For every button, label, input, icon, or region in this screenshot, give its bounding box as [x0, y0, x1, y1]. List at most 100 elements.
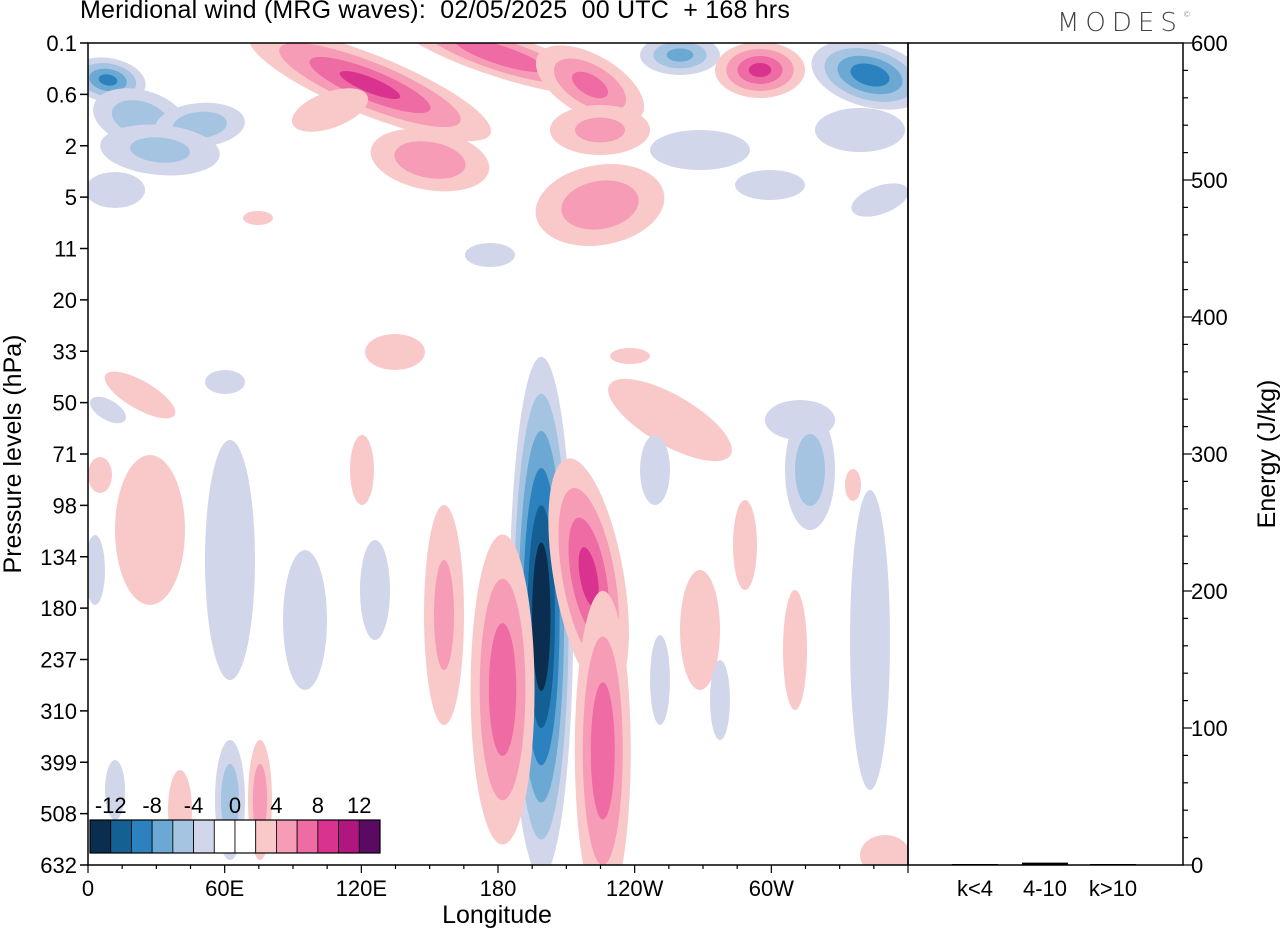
wind-contour — [205, 440, 255, 680]
pressure-tick-label: 180 — [40, 596, 77, 621]
colorbar-swatch — [234, 819, 257, 854]
wind-contour — [561, 180, 639, 230]
colorbar-swatch — [172, 819, 194, 854]
wind-contour — [98, 74, 118, 86]
pressure-tick-label: 5 — [65, 185, 77, 210]
wind-contour — [590, 682, 615, 820]
pressure-tick-label: 71 — [53, 442, 77, 467]
wind-contour — [795, 434, 825, 506]
wind-contour — [243, 211, 273, 225]
pressure-tick-label: 399 — [40, 750, 77, 775]
longitude-axis-label: Longitude — [442, 901, 552, 929]
pressure-tick-label: 20 — [53, 288, 77, 313]
wind-contour — [748, 63, 772, 77]
colorbar-swatch — [276, 819, 298, 854]
wind-contour — [650, 130, 750, 170]
wind-field — [88, 43, 908, 865]
wind-contour — [610, 348, 650, 364]
colorbar-swatch — [151, 819, 174, 854]
energy-tick-label: 300 — [1191, 442, 1228, 467]
chart-title: Meridional wind (MRG waves): 02/05/2025 … — [80, 0, 791, 24]
pressure-tick-label: 632 — [40, 853, 77, 878]
pressure-tick-label: 0.1 — [46, 31, 77, 56]
pressure-tick-label: 33 — [53, 339, 77, 364]
wind-contour — [434, 560, 454, 670]
wind-contour — [339, 70, 401, 100]
brand-mark: © — [1182, 10, 1191, 19]
energy-category-label: 4-10 — [1023, 876, 1067, 901]
colorbar-frame — [89, 819, 381, 854]
wind-contour — [850, 490, 890, 790]
wind-contour — [578, 547, 599, 607]
pressure-tick-label: 2 — [65, 134, 77, 159]
wind-contour — [115, 455, 185, 605]
longitude-tick-label: 60W — [749, 876, 794, 901]
longitude-axis: 0 60E 120E 180 120W 60W — [82, 865, 909, 901]
colorbar-label: -4 — [184, 793, 204, 818]
wind-contour — [851, 183, 908, 217]
colorbar-label: 12 — [347, 793, 371, 818]
colorbar-label: 4 — [270, 793, 282, 818]
pressure-axis-label: Pressure levels (hPa) — [0, 335, 27, 574]
energy-tick-label: 200 — [1191, 579, 1228, 604]
wind-contour — [680, 570, 720, 690]
wind-contour — [291, 88, 369, 132]
energy-bar — [1022, 862, 1068, 865]
energy-category-label: k>10 — [1089, 876, 1137, 901]
longitude-tick-label: 120W — [606, 876, 664, 901]
colorbar-swatch — [89, 819, 112, 854]
colorbar-swatch — [338, 819, 360, 854]
wind-contour — [845, 469, 861, 501]
pressure-axis: 0.1 0.6 2 5 11 20 33 50 71 98 134 180 237 310 399 508 63… — [40, 31, 88, 878]
wind-contour — [666, 48, 694, 62]
energy-axis: 0 100 200 300 400 500 600 — [1183, 31, 1228, 878]
energy-bar — [1090, 864, 1136, 866]
wind-contour — [205, 370, 245, 394]
pressure-tick-label: 237 — [40, 648, 77, 673]
pressure-tick-label: 50 — [53, 391, 77, 416]
wind-contour — [88, 457, 112, 493]
pressure-tick-label: 98 — [53, 493, 77, 518]
wind-contour — [575, 117, 625, 143]
wind-contour — [365, 334, 425, 370]
longitude-tick-label: 120E — [336, 876, 387, 901]
colorbar-swatch — [213, 819, 236, 854]
wind-contour — [783, 590, 807, 710]
colorbar-swatch — [255, 819, 277, 854]
energy-bars: k<4 4-10 k>10 — [952, 862, 1137, 901]
energy-tick-label: 0 — [1191, 853, 1203, 878]
energy-category-label: k<4 — [957, 876, 993, 901]
wind-contour — [488, 623, 517, 756]
wind-contour — [283, 550, 327, 690]
wind-contour — [608, 378, 732, 462]
energy-axis-label: Energy (J/kg) — [1253, 380, 1280, 529]
energy-tick-label: 600 — [1191, 31, 1228, 56]
colorbar-label: -8 — [142, 793, 162, 818]
pressure-tick-label: 310 — [40, 699, 77, 724]
colorbar-label: -12 — [95, 793, 127, 818]
wind-contour — [88, 172, 145, 208]
wind-contour — [860, 835, 908, 865]
colorbar-swatch — [296, 819, 319, 854]
wind-contour — [536, 579, 546, 654]
longitude-tick-label: 0 — [82, 876, 94, 901]
wind-contour — [104, 371, 176, 419]
modes-logo: MODES© — [1057, 8, 1191, 38]
energy-bar — [952, 864, 998, 866]
colorbar-label: 0 — [229, 793, 241, 818]
wind-contour — [394, 141, 466, 179]
wind-contour — [88, 535, 105, 605]
pressure-tick-label: 0.6 — [46, 82, 77, 107]
colorbar-swatch — [131, 819, 153, 854]
wind-contour — [89, 396, 127, 424]
wind-contour — [252, 764, 268, 836]
wind-contour — [735, 170, 805, 200]
pressure-tick-label: 134 — [40, 545, 77, 570]
colorbar-swatch — [110, 819, 132, 854]
wind-contour — [733, 500, 757, 590]
brand-text: MODES — [1057, 8, 1183, 38]
wind-contour — [850, 63, 890, 87]
wind-contour — [640, 435, 670, 505]
wind-contour — [710, 660, 730, 740]
